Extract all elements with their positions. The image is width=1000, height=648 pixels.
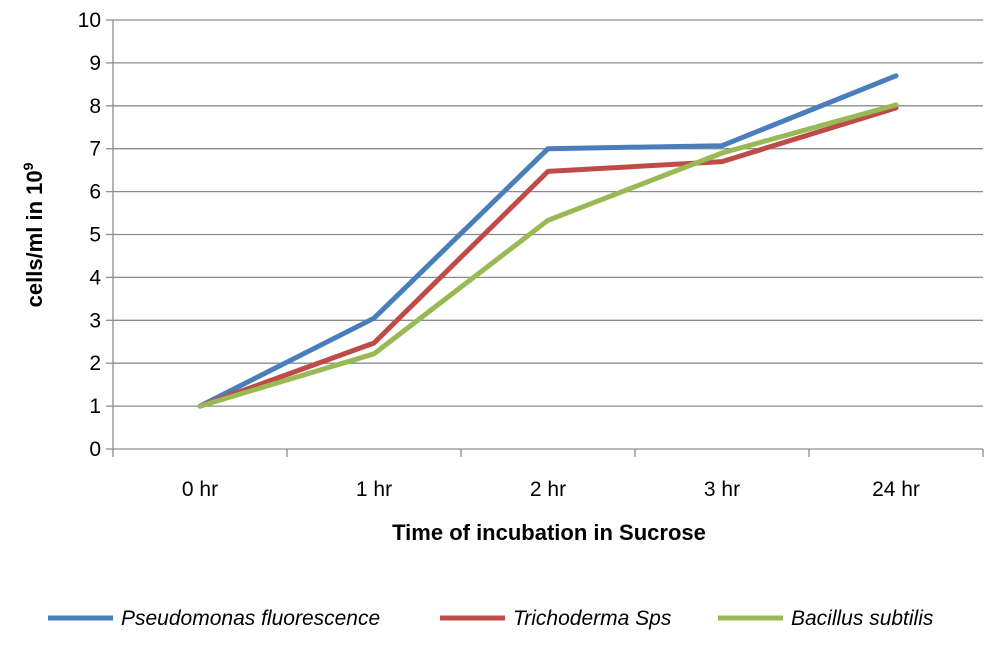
legend: Pseudomonas fluorescence Trichoderma Sps B… bbox=[48, 607, 934, 630]
y-tick-label: 8 bbox=[89, 95, 101, 118]
x-tick-label: 3 hr bbox=[704, 478, 740, 501]
y-tick-label: 9 bbox=[89, 52, 101, 75]
y-axis-title-text: cells/ml in 10 bbox=[22, 170, 47, 307]
y-tick-label: 6 bbox=[89, 181, 101, 204]
series-lines bbox=[197, 73, 899, 409]
axes bbox=[106, 19, 984, 457]
gridlines bbox=[113, 19, 983, 407]
series-line-2 bbox=[197, 105, 899, 409]
y-tick-label: 0 bbox=[89, 438, 101, 461]
y-tick-label: 2 bbox=[89, 352, 101, 375]
y-tick-label: 7 bbox=[89, 138, 101, 161]
legend-label: Trichoderma Sps bbox=[513, 607, 672, 630]
y-axis-title: cells/ml in 109 bbox=[20, 162, 47, 307]
x-tick-label: 1 hr bbox=[356, 478, 392, 501]
y-tick-label: 3 bbox=[89, 309, 101, 332]
x-axis-title: Time of incubation in Sucrose bbox=[392, 520, 706, 545]
legend-label: Pseudomonas fluorescence bbox=[121, 607, 380, 630]
x-tick-labels: 0 hr 1 hr 2 hr 3 hr 24 hr bbox=[182, 478, 920, 501]
series-line-3 bbox=[197, 102, 899, 409]
y-tick-label: 5 bbox=[89, 224, 101, 247]
y-tick-label: 1 bbox=[89, 395, 101, 418]
y-tick-label: 10 bbox=[78, 9, 101, 32]
legend-label: Bacillus subtilis bbox=[791, 607, 934, 630]
x-tick-label: 2 hr bbox=[530, 478, 566, 501]
x-tick-label: 0 hr bbox=[182, 478, 218, 501]
y-axis-title-superscript: 9 bbox=[20, 162, 36, 170]
y-tick-labels: 0 1 2 3 4 5 6 7 8 9 10 bbox=[78, 9, 102, 461]
series-line-1 bbox=[197, 73, 899, 409]
y-tick-label: 4 bbox=[89, 266, 101, 289]
x-tick-label: 24 hr bbox=[872, 478, 920, 501]
